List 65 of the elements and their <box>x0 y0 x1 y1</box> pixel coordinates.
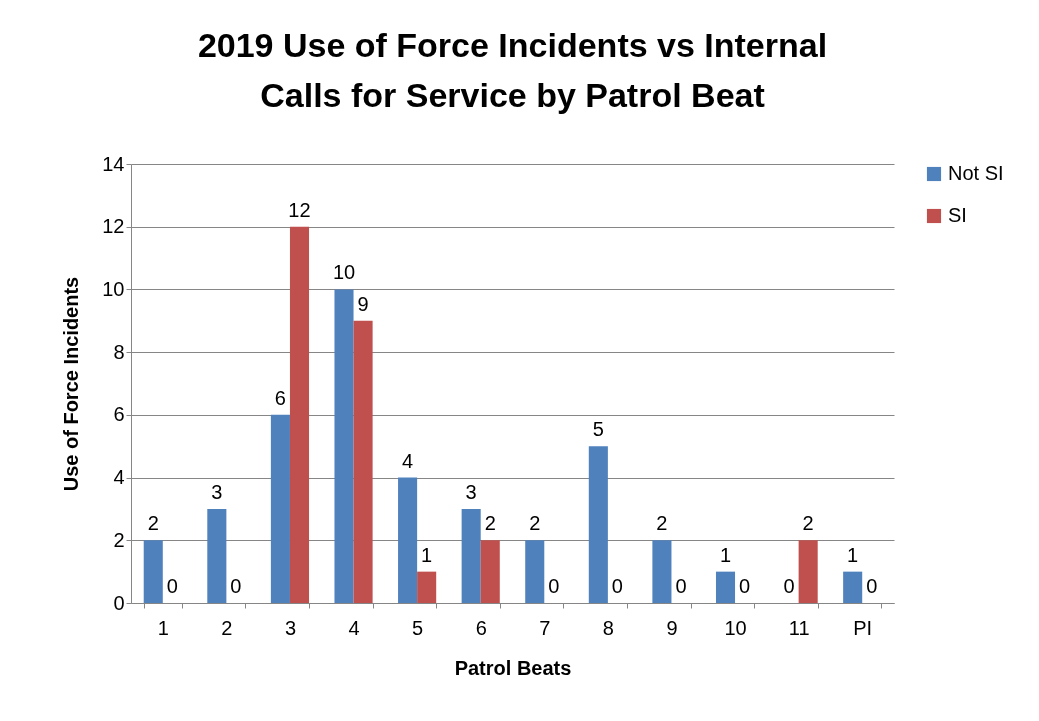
x-tick-label: 1 <box>157 616 169 639</box>
y-tick-label: 6 <box>113 403 125 426</box>
x-axis-title: Patrol Beats <box>454 656 572 679</box>
x-tick-label: 6 <box>475 616 487 639</box>
bar <box>480 540 500 603</box>
data-label: 1 <box>847 543 859 566</box>
x-tick-label: 11 <box>788 616 810 639</box>
bar <box>207 508 227 603</box>
data-label: 10 <box>332 261 356 284</box>
data-label: 12 <box>288 198 311 221</box>
bar <box>143 540 163 603</box>
y-tick-label: 4 <box>113 466 125 489</box>
legend-label: Not SI <box>948 162 1004 184</box>
y-tick-label: 14 <box>102 152 125 175</box>
y-tick-label: 2 <box>113 528 125 551</box>
data-label: 9 <box>357 292 369 315</box>
y-tick-label: 12 <box>102 215 125 238</box>
x-tick-label: 5 <box>412 616 424 639</box>
data-label: 0 <box>675 575 687 597</box>
bar <box>334 289 354 603</box>
data-label: 0 <box>230 575 242 597</box>
data-label: 0 <box>866 575 878 597</box>
data-label: 0 <box>739 575 751 597</box>
x-tick-label: 8 <box>602 616 614 639</box>
bar <box>353 320 373 603</box>
data-label: 2 <box>147 512 159 535</box>
y-tick-label: 8 <box>113 340 125 363</box>
bar <box>270 414 290 603</box>
bar <box>843 571 863 603</box>
bar <box>525 540 545 603</box>
bar <box>417 571 437 603</box>
bar <box>289 226 310 603</box>
data-label: 3 <box>211 480 223 503</box>
data-label: 0 <box>611 575 623 597</box>
x-tick-label: 4 <box>348 616 360 639</box>
legend-label: SI <box>948 204 967 226</box>
x-tick-label: 10 <box>724 616 747 639</box>
data-label: 1 <box>421 543 433 566</box>
data-label: 1 <box>719 543 732 566</box>
data-label: 2 <box>529 512 541 535</box>
data-label: 0 <box>548 575 560 597</box>
data-label: 3 <box>465 480 477 503</box>
x-tick-label: PI <box>853 616 873 639</box>
chart-title: 2019 Use of Force Incidents vs Internal Calls for Service by Patrol Beat <box>197 26 828 114</box>
x-tick-label: 3 <box>284 616 297 639</box>
data-label: 2 <box>484 512 496 535</box>
y-tick-label: 10 <box>102 277 125 300</box>
bar <box>798 540 818 603</box>
bar <box>652 540 672 603</box>
bar <box>461 508 481 603</box>
data-label: 5 <box>592 418 604 441</box>
x-tick-label: 7 <box>539 616 551 639</box>
y-tick-label: 0 <box>113 591 125 614</box>
y-axis-title: Use of Force Incidents <box>60 276 83 492</box>
bar <box>588 446 608 603</box>
x-tick-label: 9 <box>666 616 678 639</box>
bar <box>715 571 736 603</box>
data-label: 6 <box>274 386 286 409</box>
x-tick-label: 2 <box>221 616 233 639</box>
data-label: 0 <box>166 575 178 597</box>
data-label: 4 <box>402 449 414 472</box>
bar <box>398 477 418 603</box>
data-label: 0 <box>783 575 795 597</box>
data-label: 2 <box>656 512 668 535</box>
data-label: 2 <box>802 512 814 535</box>
